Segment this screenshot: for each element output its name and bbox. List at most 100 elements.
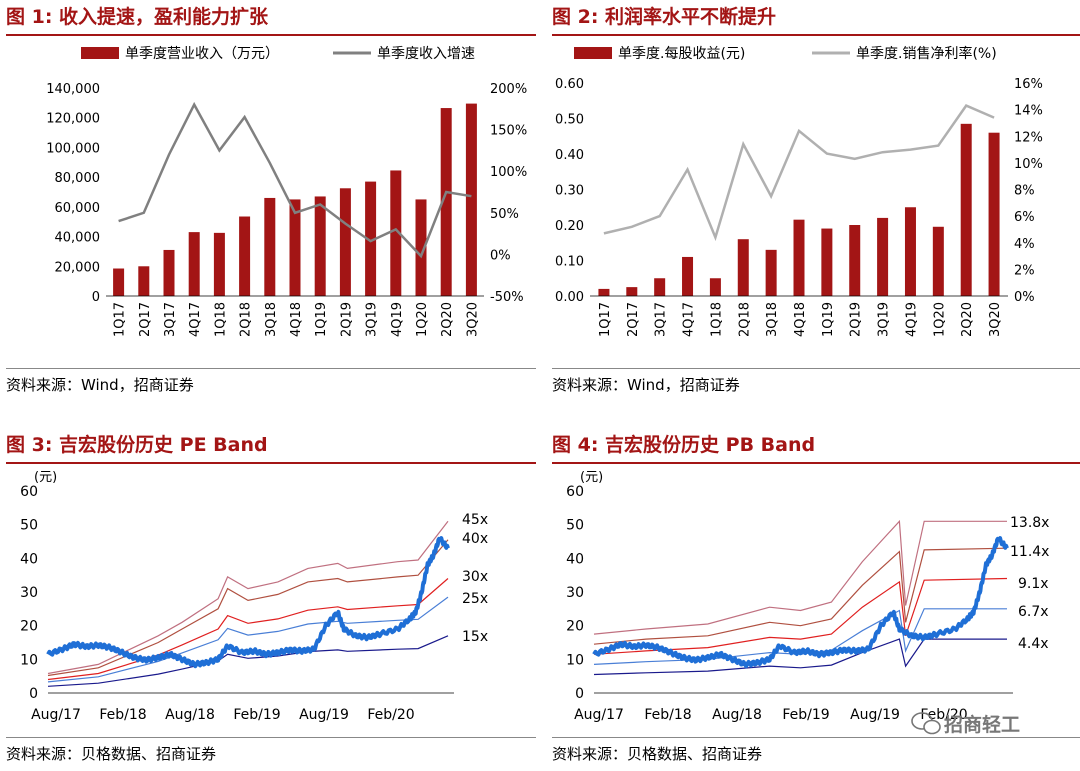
y-tick-label: 0.50 xyxy=(555,113,584,128)
x-tick-label: 2Q20 xyxy=(440,302,455,337)
chart-panel-margin: 图 2: 利润率水平不断提升 单季度.每股收益(元) 单季度.销售净利率(%) 0.… xyxy=(552,0,1080,400)
bar xyxy=(314,196,326,296)
watermark: 招商轻工 xyxy=(910,708,1080,738)
y2-tick-label: 200% xyxy=(490,82,527,97)
bar xyxy=(877,217,889,296)
bar xyxy=(239,216,251,296)
chart-panel-pe-band: 图 3: 吉宏股份历史 PE Band (元) 0 10 20 30 40 50 60 Aug/… xyxy=(6,428,536,771)
band-label: 6.7x xyxy=(1018,604,1049,620)
y-tick-label: 0.00 xyxy=(555,290,584,305)
x-tick-label: 2Q17 xyxy=(138,302,153,337)
y2-tick-label: -50% xyxy=(490,290,524,305)
bar xyxy=(709,278,721,296)
band-label: 4.4x xyxy=(1018,636,1049,652)
x-tick-label: 4Q19 xyxy=(904,302,919,337)
y2-tick-label: 100% xyxy=(490,165,527,180)
y2-tick-label: 4% xyxy=(1014,237,1035,252)
bar xyxy=(737,239,749,296)
chart-panel-pb-band: 图 4: 吉宏股份历史 PB Band (元) 0 10 20 30 40 50 60 Aug/… xyxy=(552,428,1080,771)
y2-tick-label: 2% xyxy=(1014,263,1035,278)
bar xyxy=(654,278,666,296)
y-tick-label: 40 xyxy=(20,551,38,567)
x-tick-label: Aug/17 xyxy=(574,707,624,723)
y-tick-label: 140,000 xyxy=(46,82,100,97)
bar xyxy=(163,249,175,296)
y-tick-label: 120,000 xyxy=(46,112,100,127)
x-tick-label: 4Q18 xyxy=(289,302,304,337)
chart-source: 资料来源：Wind，招商证券 xyxy=(552,368,1080,397)
x-tick-label: Feb/19 xyxy=(233,707,280,723)
bar xyxy=(289,199,301,296)
price-line xyxy=(46,536,450,669)
y-tick-label: 100,000 xyxy=(46,141,100,156)
y2-tick-label: 8% xyxy=(1014,184,1035,199)
y-axis-unit: (元) xyxy=(580,470,603,485)
series-line xyxy=(603,104,995,242)
bar xyxy=(904,207,916,296)
bar xyxy=(213,232,225,296)
y-tick-label: 10 xyxy=(20,652,38,668)
y-tick-label: 20 xyxy=(20,619,38,635)
legend-swatch-bar xyxy=(574,47,612,59)
y-tick-label: 30 xyxy=(20,585,38,601)
x-tick-label: 3Q17 xyxy=(163,302,178,337)
chart-title: 图 4: 吉宏股份历史 PB Band xyxy=(552,428,1080,464)
band-label: 15x xyxy=(462,629,488,645)
y-axis-unit: (元) xyxy=(34,470,57,485)
y-tick-label: 0 xyxy=(92,290,100,305)
x-tick-label: 1Q18 xyxy=(213,302,228,337)
x-tick-label: 3Q18 xyxy=(264,302,279,337)
y-tick-label: 60,000 xyxy=(55,201,101,216)
bar xyxy=(465,103,477,296)
x-tick-label: 2Q18 xyxy=(737,302,752,337)
bar xyxy=(682,256,694,296)
x-tick-label: 3Q19 xyxy=(365,302,380,337)
band-label: 45x xyxy=(462,512,488,528)
bar xyxy=(793,219,805,296)
price-line xyxy=(592,536,1009,669)
band-label: 25x xyxy=(462,591,488,607)
bar xyxy=(960,123,972,296)
band-line-40x xyxy=(47,539,449,677)
y2-tick-label: 16% xyxy=(1014,77,1043,92)
x-tick-label: Aug/19 xyxy=(299,707,349,723)
x-tick-label: 3Q18 xyxy=(765,302,780,337)
legend-label: 单季度营业收入（万元） xyxy=(125,46,279,62)
x-tick-label: Aug/17 xyxy=(31,707,81,723)
x-tick-label: Feb/20 xyxy=(367,707,414,723)
band-line-15x xyxy=(47,635,449,687)
pe-band-chart: (元) 0 10 20 30 40 50 60 Aug/17 Feb/18 Aug/18 Feb/19… xyxy=(20,470,488,723)
bar xyxy=(415,199,427,296)
x-tick-label: Feb/18 xyxy=(644,707,691,723)
x-tick-label: 2Q18 xyxy=(239,302,254,337)
x-tick-label: 1Q19 xyxy=(821,302,836,337)
band-label: 9.1x xyxy=(1018,576,1049,592)
revenue-chart: 单季度营业收入（万元） 单季度收入增速 0 20,000 40,000 60,000 80,… xyxy=(46,46,527,337)
x-tick-label: 3Q20 xyxy=(465,302,480,337)
legend-label: 单季度.销售净利率(%) xyxy=(856,45,997,62)
x-tick-label: 3Q20 xyxy=(988,302,1003,337)
chart-source: 资料来源：Wind，招商证券 xyxy=(6,368,536,397)
series-line xyxy=(118,101,472,259)
pb-band-chart: (元) 0 10 20 30 40 50 60 Aug/17 Feb/18 Aug/18 Feb/19… xyxy=(566,470,1049,723)
y-tick-label: 0.40 xyxy=(555,148,584,163)
chart-source: 资料来源：贝格数据、招商证券 xyxy=(552,737,1080,766)
x-tick-label: 4Q18 xyxy=(793,302,808,337)
band-label: 13.8x xyxy=(1010,515,1049,531)
x-tick-label: 4Q17 xyxy=(188,302,203,337)
y2-tick-label: 10% xyxy=(1014,157,1043,172)
y-tick-label: 0 xyxy=(29,686,38,702)
x-tick-label: 1Q19 xyxy=(314,302,329,337)
bar xyxy=(365,181,377,296)
band-label: 40x xyxy=(462,531,488,547)
bar xyxy=(138,266,150,296)
chart-panel-revenue: 图 1: 收入提速，盈利能力扩张 单季度营业收入（万元） 单季度收入增速 0 20,0… xyxy=(6,0,536,400)
y2-tick-label: 50% xyxy=(490,207,519,222)
x-tick-label: 1Q20 xyxy=(415,302,430,337)
bar xyxy=(988,132,1000,296)
x-tick-label: 1Q17 xyxy=(598,302,613,337)
y-tick-label: 20,000 xyxy=(55,260,101,275)
y-tick-label: 60 xyxy=(566,484,584,500)
y-tick-label: 20 xyxy=(566,619,584,635)
x-tick-label: 1Q20 xyxy=(932,302,947,337)
